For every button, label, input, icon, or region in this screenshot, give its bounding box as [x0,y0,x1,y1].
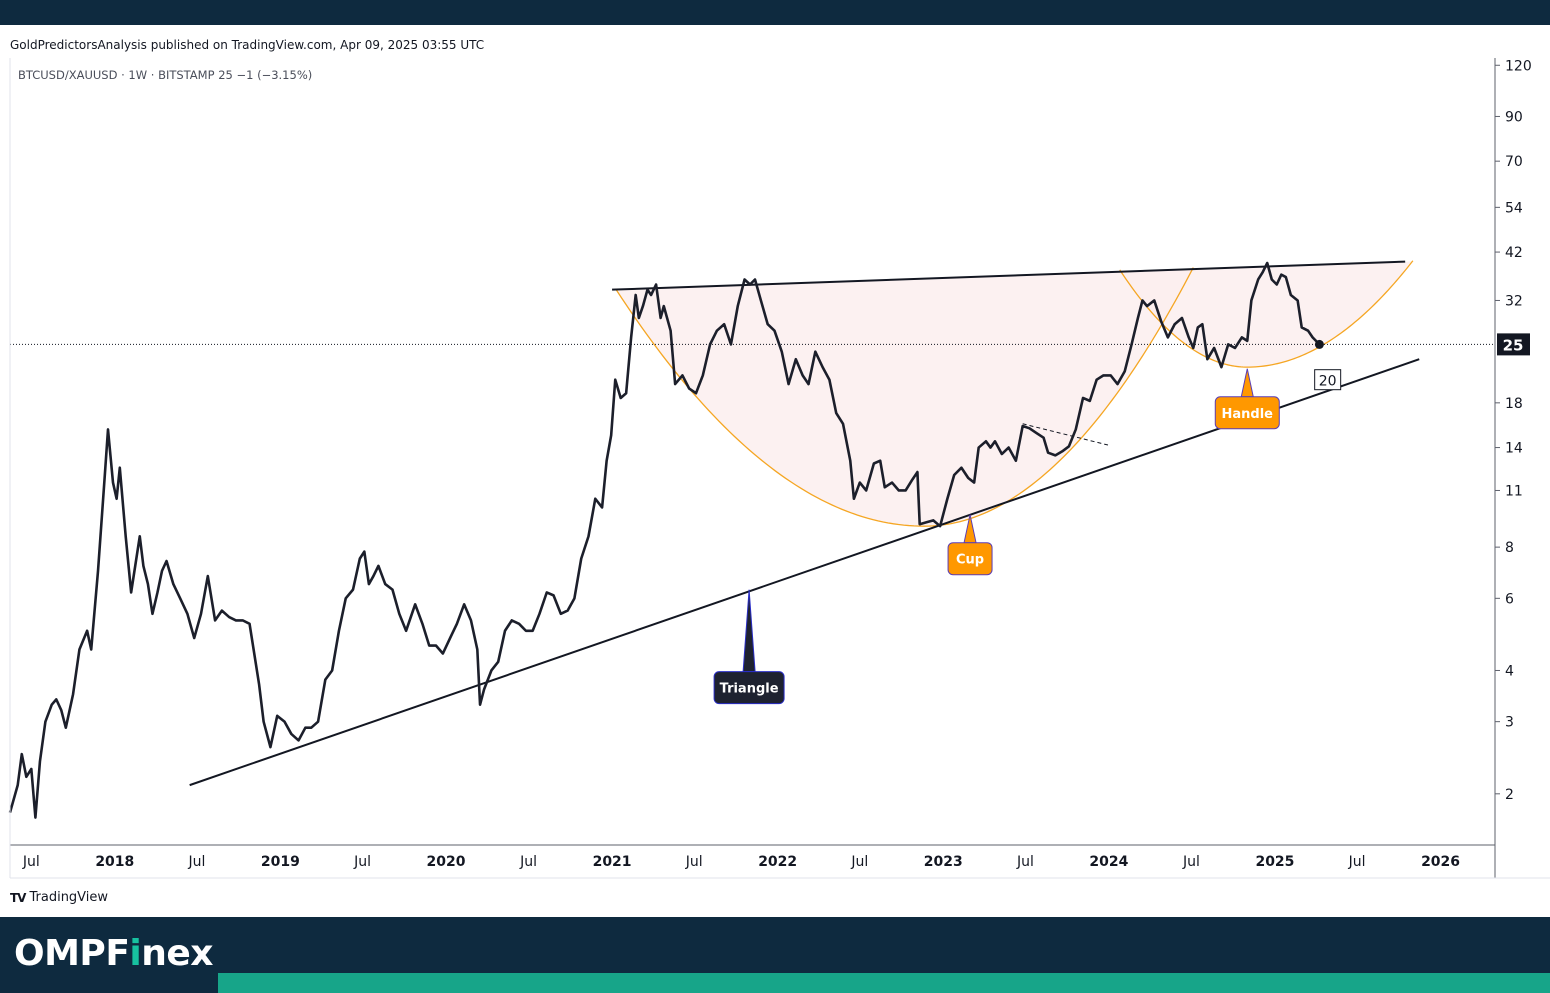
symbol-line: BTCUSD/XAUUSD · 1W · BITSTAMP 25 −1 (−3.… [18,68,312,82]
x-tick-label: Jul [685,854,703,870]
x-tick-label: 2022 [758,854,797,870]
y-tick-label: 3 [1505,715,1514,731]
brand-part-2: i [129,933,142,974]
x-tick-label: Jul [1182,854,1200,870]
y-tick-label: 6 [1505,591,1514,607]
dashed-resistance [1022,423,1109,446]
annotation-box [947,542,993,576]
target-label: 20 [1319,374,1337,390]
annotation-box [1214,396,1280,430]
brand-part-3: nex [141,933,214,974]
x-tick-label: 2018 [95,854,134,870]
y-tick-label: 2 [1505,787,1514,803]
annotation-handle: Handle [1214,368,1280,430]
x-tick-label: Jul [22,854,40,870]
cup-arc [615,267,1194,527]
publisher-line: GoldPredictorsAnalysis published on Trad… [10,38,485,52]
annotation-pointer [742,589,756,673]
x-tick-label: Jul [353,854,371,870]
x-tick-label: 2020 [427,854,466,870]
x-tick-label: Jul [1348,854,1366,870]
last-price-badge [1497,333,1530,356]
brand-part-1: OMPF [14,933,130,974]
last-price-label: 25 [1503,336,1524,354]
y-tick-label: 32 [1505,293,1523,309]
x-tick-label: Jul [187,854,205,870]
x-tick-label: 2024 [1089,854,1128,870]
footer-accent-strip [218,973,1550,993]
price-series [8,261,1324,819]
annotations: 20 Triangle Cup Handle [713,368,1342,705]
target-box [1314,369,1342,391]
y-tick-label: 14 [1505,441,1523,457]
tradingview-logo: 𝗧𝗩 TradingView [10,890,108,905]
annotation-box [713,671,785,705]
y-tick-label: 11 [1505,483,1523,499]
x-tick-label: 2019 [261,854,300,870]
lower-trendline [189,358,1420,787]
y-tick-label: 70 [1505,154,1523,170]
y-tick-label: 120 [1505,58,1532,74]
x-tick-label: 2025 [1255,854,1294,870]
y-tick-label: 8 [1505,540,1514,556]
tradingview-logo-icon: 𝗧𝗩 [10,890,27,905]
annotation-pointer [1240,368,1254,398]
y-tick-label: 18 [1505,396,1523,412]
x-tick-label: 2021 [593,854,632,870]
annotation-triangle: Triangle [713,589,785,705]
annotation-cup: Cup [947,514,993,576]
y-tick-label: 90 [1505,109,1523,125]
annotation-label: Handle [1222,407,1274,422]
x-tick-label: Jul [1016,854,1034,870]
cup-fill [616,269,1194,527]
price-line [8,261,1321,819]
pattern-fill [616,261,1413,527]
brand-logo: OMPFinex [14,933,214,974]
x-tick-label: Jul [850,854,868,870]
x-tick-label: 2023 [924,854,963,870]
x-tick-label: 2026 [1421,854,1460,870]
top-brand-bar [0,0,1550,25]
annotation-label: Triangle [720,682,779,697]
x-tick-label: Jul [519,854,537,870]
y-tick-label: 42 [1505,245,1523,261]
annotation-label: Cup [956,553,984,568]
last-price-dot [1314,339,1324,349]
y-tick-label: 54 [1505,200,1523,216]
handle-fill [1119,261,1413,368]
tradingview-label: TradingView [29,890,109,905]
y-tick-label: 4 [1505,663,1514,679]
